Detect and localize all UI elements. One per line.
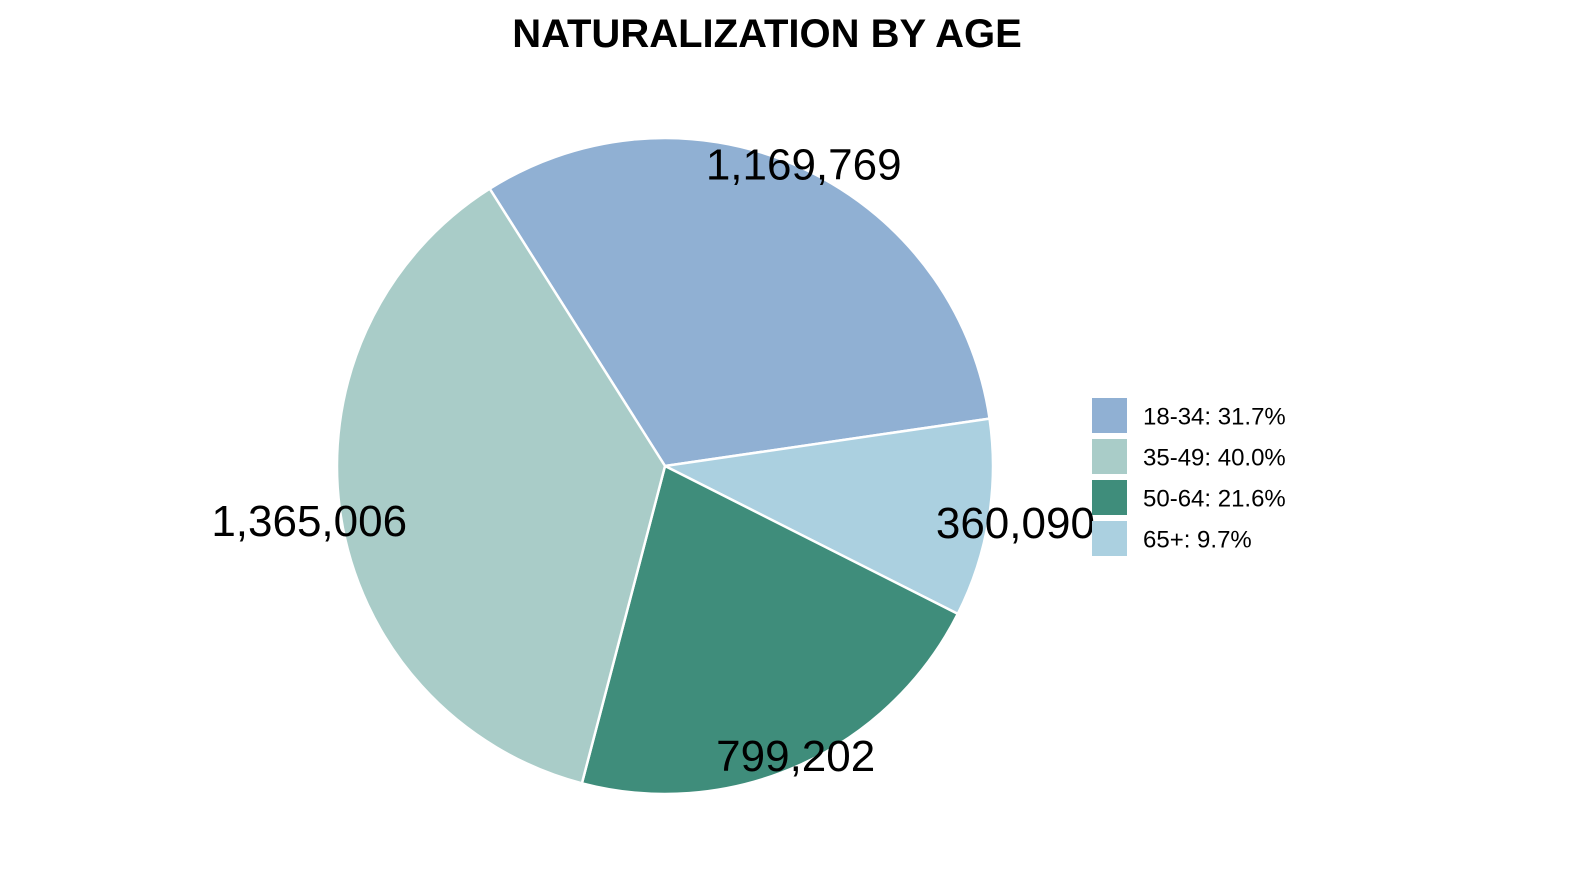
legend-swatch [1092,439,1127,474]
legend-label: 65+: 9.7% [1143,527,1252,554]
pie-slices [335,136,995,796]
legend-swatch [1092,480,1127,515]
chart-title: NATURALIZATION BY AGE [512,12,1022,56]
pie-value-labels: 1,169,769 360,090 799,202 1,365,006 [211,140,1095,781]
legend-label: 18-34: 31.7% [1143,404,1286,431]
slice-value-label: 1,365,006 [211,497,407,546]
slice-value-label: 1,169,769 [706,140,902,189]
pie-slice [488,136,991,468]
legend-swatch [1092,398,1127,433]
slice-value-label: 360,090 [936,499,1095,548]
pie-slice [663,417,995,616]
legend: 18-34: 31.7% 35-49: 40.0% 50-64: 21.6% 65+:… [1092,398,1286,556]
legend-label: 50-64: 21.6% [1143,486,1286,513]
slice-value-label: 799,202 [716,732,875,781]
legend-label: 35-49: 40.0% [1143,445,1286,472]
pie-slice [580,464,960,796]
legend-swatch [1092,521,1127,556]
pie-slice [335,187,667,785]
